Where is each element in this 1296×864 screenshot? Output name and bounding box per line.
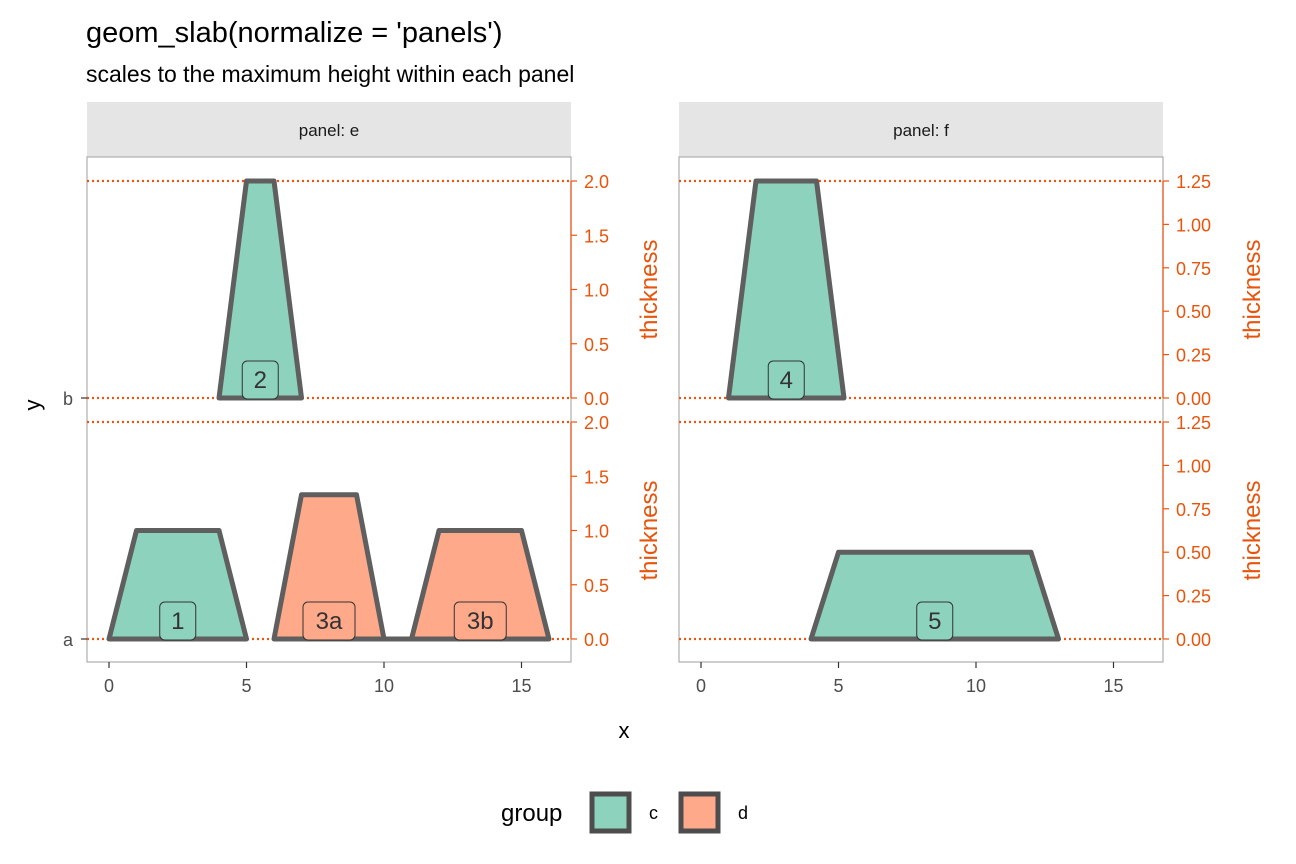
slab-label: 4	[780, 367, 793, 394]
thickness-tick-label: 0.5	[584, 335, 609, 355]
facet-strip	[87, 102, 571, 157]
chart-title: geom_slab(normalize = 'panels')	[86, 17, 502, 49]
legend-label-c: c	[649, 803, 658, 823]
thickness-tick-label: 0.75	[1176, 500, 1211, 520]
thickness-axis-title: thickness	[1239, 480, 1266, 580]
x-axis-title: x	[619, 718, 630, 743]
slab-label: 3a	[316, 608, 343, 635]
chart-subtitle: scales to the maximum height within each…	[86, 61, 574, 87]
slab-1	[106, 528, 249, 642]
thickness-axis-title: thickness	[636, 239, 663, 339]
thickness-tick-label: 1.0	[584, 522, 609, 542]
thickness-tick-label: 0.5	[584, 576, 609, 596]
x-tick-label: 0	[104, 676, 114, 696]
thickness-tick-label: 0.25	[1176, 346, 1211, 366]
panel-border	[86, 156, 572, 663]
x-tick-label: 10	[374, 676, 394, 696]
facet-panel-0: panel: e 0 5 10 15 b 2 2.0 1.5 1.0 0.5 0.0 thickness…	[63, 102, 663, 696]
facet-panels: panel: e0 5 10 15b22.01.51.00.50.0thickness…	[63, 102, 1266, 696]
slab-label: 3b	[467, 608, 494, 635]
panel-border	[678, 156, 1164, 663]
slab-label-box	[767, 360, 805, 400]
x-tick-label: 0	[696, 676, 706, 696]
facet-strip	[679, 102, 1163, 157]
facet-panel-1: panel: f 0 5 10 15 4 1.25 1.00 0.75 0.50 0.25 0.00 t…	[678, 102, 1266, 696]
slab-label: 1	[171, 608, 184, 635]
slab-label-box	[302, 601, 356, 641]
slab-label-box	[916, 601, 954, 641]
thickness-tick-label: 1.25	[1176, 413, 1211, 433]
thickness-tick-label: 1.5	[584, 226, 609, 246]
facet-strip-label: panel: e	[299, 121, 360, 140]
thickness-tick-label: 0.25	[1176, 587, 1211, 607]
thickness-tick-label: 1.00	[1176, 215, 1211, 235]
facet-strip-label: panel: f	[893, 121, 949, 140]
thickness-tick-label: 0.50	[1176, 302, 1211, 322]
y-axis-title: y	[20, 400, 45, 411]
thickness-axis-title: thickness	[1239, 239, 1266, 339]
thickness-tick-label: 1.5	[584, 467, 609, 487]
thickness-tick-label: 2.0	[584, 413, 609, 433]
thickness-tick-label: 0.75	[1176, 259, 1211, 279]
thickness-axis-title: thickness	[636, 480, 663, 580]
slab-label-box	[241, 360, 279, 400]
x-tick-label: 5	[833, 676, 843, 696]
x-tick-label: 15	[1103, 676, 1123, 696]
thickness-tick-label: 0.50	[1176, 543, 1211, 563]
x-tick-label: 10	[966, 676, 986, 696]
thickness-tick-label: 1.0	[584, 281, 609, 301]
thickness-tick-label: 0.0	[584, 630, 609, 650]
legend-label-d: d	[738, 803, 748, 823]
y-tick-label: a	[63, 630, 74, 650]
thickness-tick-label: 0.0	[584, 389, 609, 409]
slab-label: 2	[254, 367, 267, 394]
thickness-tick-label: 1.00	[1176, 456, 1211, 476]
thickness-tick-label: 1.25	[1176, 172, 1211, 192]
slab-label-box	[159, 601, 197, 641]
x-tick-label: 15	[511, 676, 531, 696]
thickness-tick-label: 0.00	[1176, 389, 1211, 409]
legend-key-c	[589, 791, 632, 834]
slab-label-box	[453, 601, 507, 641]
legend-title: group	[501, 800, 562, 827]
legend-key-d	[678, 791, 721, 834]
slab-label: 5	[928, 608, 941, 635]
y-tick-label: b	[63, 389, 73, 409]
legend: group c d	[501, 791, 748, 834]
thickness-tick-label: 0.00	[1176, 630, 1211, 650]
slab-4	[726, 178, 847, 401]
x-tick-label: 5	[241, 676, 251, 696]
thickness-tick-label: 2.0	[584, 172, 609, 192]
slab-5	[808, 549, 1061, 642]
